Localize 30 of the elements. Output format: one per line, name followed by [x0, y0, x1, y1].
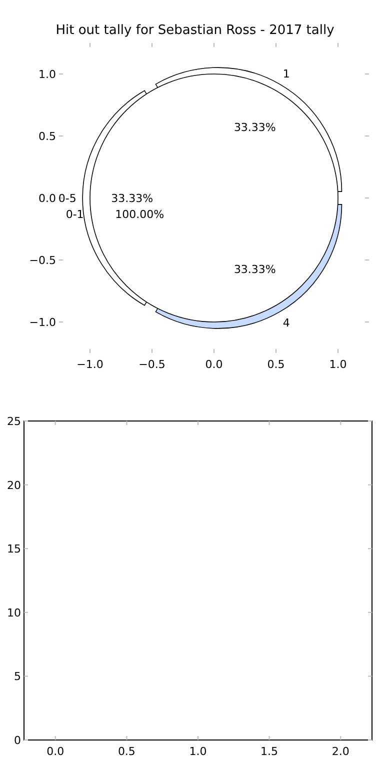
text: −1.0 — [76, 358, 104, 371]
x-tick-label: 1.5 — [260, 745, 278, 758]
text: −0.5 — [29, 254, 56, 267]
x-tick-label: 1.0 — [189, 745, 207, 758]
y-tick-label: 10 — [7, 606, 21, 620]
data-label: 33.33% — [234, 262, 276, 276]
data-label: 33.33% — [234, 121, 276, 134]
y-tick-label: 15 — [7, 542, 21, 556]
text: 0.5 — [267, 358, 285, 371]
x-tick-label: 0.5 — [118, 745, 136, 758]
y-tick-label: 0 — [14, 734, 21, 747]
slice-label: 0-5 — [58, 192, 76, 205]
slice-label: 0-1 — [66, 208, 84, 221]
x-tick-label: 0.0 — [46, 745, 64, 758]
text: 1.0 — [38, 68, 56, 81]
x-tick-label: 2.0 — [332, 745, 350, 758]
data-label: 100.00% — [115, 208, 164, 221]
y-tick-label: 20 — [7, 478, 21, 492]
text: 0.0 — [205, 358, 223, 371]
y-tick-label: 25 — [7, 415, 21, 428]
y-tick-label: 5 — [14, 670, 21, 684]
data-label: 33.33% — [111, 192, 154, 205]
slice-label: 4 — [282, 316, 290, 330]
text: 0.5 — [38, 130, 56, 143]
text: −1.0 — [29, 316, 56, 329]
slice-label: 1 — [282, 67, 290, 80]
text: 0.0 — [38, 192, 56, 205]
chart-title: Hit out tally for Sebastian Ross - 2017 tally — [56, 23, 335, 38]
text: 1.0 — [329, 358, 347, 371]
text: −0.5 — [138, 358, 166, 371]
